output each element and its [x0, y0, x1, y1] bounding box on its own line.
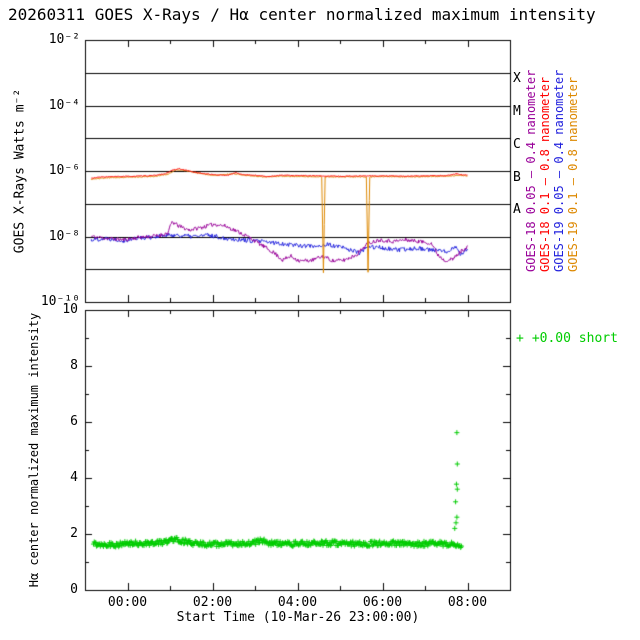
goes-y-tick-label: 10⁻²: [48, 32, 80, 47]
halpha-y-tick-label: 6: [70, 414, 78, 429]
halpha-y-tick-label: 10: [62, 302, 78, 317]
goes-satellite-legend: GOES-18 0.1 — 0.8 nanometer: [538, 76, 552, 272]
halpha-legend: + +0.00 short: [516, 331, 618, 346]
goes-y-tick-label: 10⁻⁶: [48, 163, 80, 178]
plus-marker-icon: +: [516, 331, 524, 346]
flare-class-label: B: [513, 169, 521, 185]
x-tick-label: 02:00: [192, 595, 233, 610]
halpha-y-axis-title: Hα center normalized maximum intensity: [27, 312, 41, 588]
x-tick-label: 00:00: [107, 595, 148, 610]
halpha-y-tick-label: 2: [70, 526, 78, 541]
x-tick-label: 04:00: [277, 595, 318, 610]
flare-class-label: X: [513, 71, 521, 87]
halpha-y-tick-label: 4: [70, 470, 78, 485]
flare-class-label: A: [513, 202, 521, 218]
halpha-y-tick-label: 0: [70, 582, 78, 597]
halpha-y-tick-label: 8: [70, 358, 78, 373]
x-axis-title: Start Time (10-Mar-26 23:00:00): [176, 610, 420, 625]
goes-y-tick-label: 10⁻⁸: [48, 228, 80, 244]
page-title: 20260311 GOES X-Rays / Hα center normali…: [8, 5, 596, 24]
flare-class-label: M: [513, 104, 521, 120]
goes-y-tick-label: 10⁻¹⁰: [40, 294, 80, 309]
goes-y-tick-label: 10⁻⁴: [48, 97, 80, 113]
flare-class-label: C: [513, 136, 521, 152]
goes-y-axis-title: GOES X-Rays Watts m⁻²: [12, 88, 28, 254]
x-tick-label: 06:00: [362, 595, 403, 610]
goes-satellite-legend: GOES-18 0.05 — 0.4 nanometer: [524, 69, 538, 272]
goes-satellite-legend: GOES-19 0.05 — 0.4 nanometer: [552, 69, 566, 272]
goes-satellite-legend: GOES-19 0.1 — 0.8 nanometer: [566, 76, 580, 272]
halpha-legend-label: +0.00 short: [531, 331, 618, 346]
x-tick-label: 08:00: [447, 595, 488, 610]
